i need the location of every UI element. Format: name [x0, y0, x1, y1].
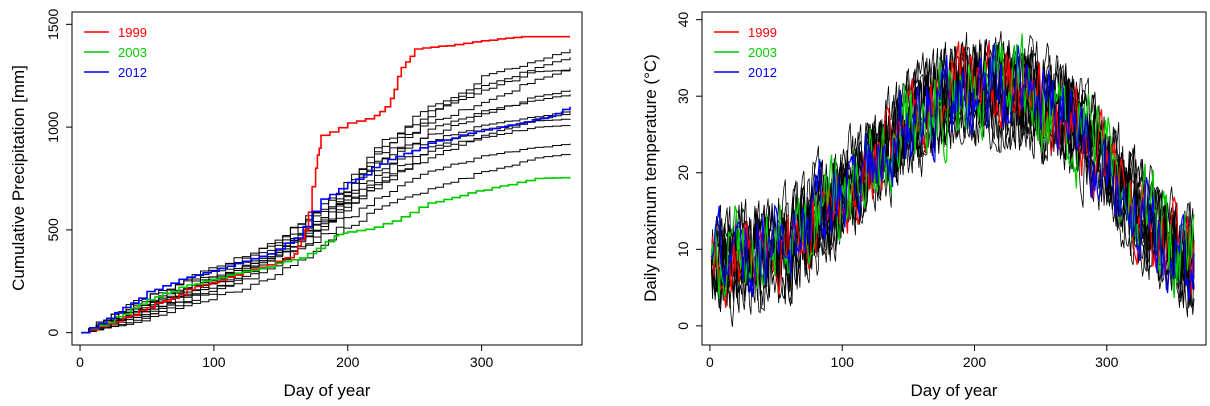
- precip-ytick-label-1: 500: [45, 218, 61, 242]
- temp-ytick-label-4: 40: [675, 12, 691, 28]
- precip-plot-frame: [71, 11, 583, 346]
- precip-xticks: 0 100 200 300: [76, 345, 493, 370]
- precip-series: [81, 35, 571, 334]
- precip-xtick-label-0: 0: [76, 354, 84, 370]
- precip-series-1999: [81, 35, 570, 334]
- temp-xtick-label-1: 100: [831, 354, 855, 370]
- precip-xtick-label-3: 300: [470, 354, 494, 370]
- temp-ylabel: Daily maximum temperature (°C): [641, 54, 660, 302]
- precip-legend-label-2012: 2012: [118, 65, 147, 80]
- precip-ylabel: Cumulative Precipitation [mm]: [9, 65, 28, 291]
- precip-legend-label-2003: 2003: [118, 45, 147, 60]
- precip-xlabel: Day of year: [284, 381, 371, 400]
- temp-legend-label-2012: 2012: [748, 65, 777, 80]
- precip-xtick-label-2: 200: [336, 354, 360, 370]
- temp-xtick-label-3: 300: [1095, 354, 1119, 370]
- temp-plot-frame: [701, 11, 1207, 346]
- temp-ytick-label-3: 30: [675, 88, 691, 104]
- precip-series-2012: [81, 106, 571, 334]
- temp-xtick-label-2: 200: [963, 354, 987, 370]
- precip-legend-label-1999: 1999: [118, 25, 147, 40]
- precip-ytick-label-3: 1500: [45, 9, 61, 40]
- precip-series-bg-13: [81, 69, 571, 334]
- precip-series-bg-9: [81, 143, 571, 334]
- precip-legend: 1999 2003 2012: [84, 25, 147, 80]
- temp-series-2012: [710, 42, 1195, 301]
- precip-xtick-label-1: 100: [202, 354, 226, 370]
- temp-panel: 0 100 200 300 0 10 20 30 40 1999 2003 2012 Day of…: [641, 11, 1207, 400]
- temp-legend-label-2003: 2003: [748, 45, 777, 60]
- precip-ytick-label-2: 1000: [45, 111, 61, 142]
- precip-series-2003: [81, 176, 571, 334]
- temp-legend-label-1999: 1999: [748, 25, 777, 40]
- precip-yticks: 0 500 1000 1500: [45, 9, 72, 337]
- temp-series: [710, 31, 1195, 327]
- temp-ytick-label-2: 20: [675, 165, 691, 181]
- precip-series-bg-10: [81, 153, 571, 334]
- temp-yticks: 0 10 20 30 40: [675, 12, 702, 330]
- temp-ytick-label-0: 0: [675, 322, 691, 330]
- temp-xticks: 0 100 200 300: [706, 345, 1119, 370]
- temp-ytick-label-1: 10: [675, 241, 691, 257]
- temp-xtick-label-0: 0: [706, 354, 714, 370]
- precip-ytick-label-0: 0: [45, 329, 61, 337]
- temp-xlabel: Day of year: [911, 381, 998, 400]
- temp-legend: 1999 2003 2012: [714, 25, 777, 80]
- precip-panel: 0 100 200 300 0 500 1000 1500 1999 2003 2012 Day…: [9, 9, 583, 400]
